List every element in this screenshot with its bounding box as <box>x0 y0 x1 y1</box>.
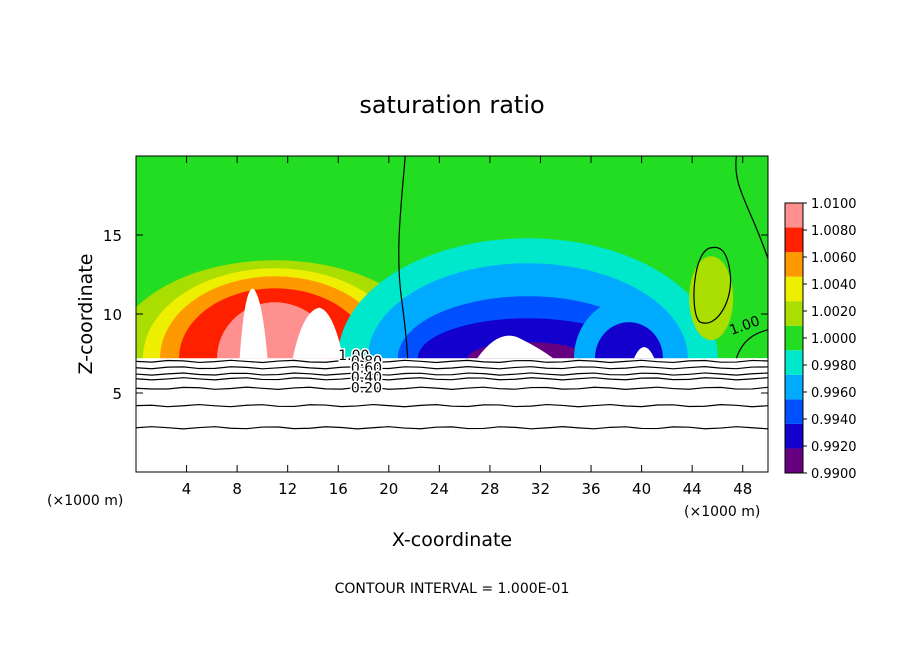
colorbar-swatch <box>785 374 803 400</box>
x-tick-label: 44 <box>683 480 702 498</box>
filled-field <box>136 156 768 472</box>
contour-label: 0.60 <box>351 361 382 377</box>
colorbar-tick-label: 0.9980 <box>811 359 857 374</box>
contour-line <box>135 386 769 390</box>
colorbar-swatch <box>785 350 803 375</box>
colorbar-tick-label: 1.0100 <box>811 197 857 212</box>
colorbar-tick-label: 0.9900 <box>811 467 857 482</box>
unfilled-region <box>477 335 554 359</box>
unfilled-region <box>634 347 655 359</box>
x-tick-label: 20 <box>379 480 398 498</box>
contour-line <box>135 377 769 381</box>
chart-title: saturation ratio <box>359 91 544 119</box>
contour-label: 0.40 <box>351 370 382 386</box>
contour-line <box>135 372 769 376</box>
colorbar-swatch <box>785 276 803 302</box>
z-axis-ticks: 5 10 15 <box>103 227 768 403</box>
colorbar-tick-label: 0.9960 <box>811 386 857 401</box>
contour-line-1.00 <box>735 329 769 359</box>
x-tick-label: 12 <box>278 480 297 498</box>
colorbar-swatch <box>785 203 803 228</box>
contour-label: 0.80 <box>351 354 382 370</box>
colorbar-tick-label: 1.0060 <box>811 251 857 266</box>
colorbar-swatch <box>785 227 803 253</box>
colorbar-tick-label: 1.0040 <box>811 278 857 293</box>
contour-line-1.00 <box>398 155 409 359</box>
plot-area: 1.000.800.600.400.201.00 <box>135 155 769 472</box>
z-tick-label: 10 <box>103 306 122 324</box>
x-axis-ticks: 4 8 12 16 20 24 28 32 36 40 44 48 <box>182 156 752 498</box>
x-tick-label: 8 <box>232 480 242 498</box>
x-tick-label: 24 <box>430 480 449 498</box>
contour-interval-note: CONTOUR INTERVAL = 1.000E-01 <box>335 581 570 597</box>
supersaturation-layer <box>689 256 734 341</box>
colorbar-swatch <box>785 325 803 351</box>
contour-line <box>135 366 769 370</box>
contour-line-1.00 <box>693 246 732 324</box>
contour-label: 0.20 <box>351 380 382 396</box>
z-axis-label: Z-coordinate <box>75 254 97 375</box>
x-tick-label: 32 <box>531 480 550 498</box>
x-axis-label: X-coordinate <box>392 529 512 551</box>
x-tick-label: 36 <box>581 480 600 498</box>
x-tick-label: 28 <box>480 480 499 498</box>
x-tick-label: 4 <box>182 480 192 498</box>
colorbar-swatch <box>785 423 803 449</box>
colorbar-swatch <box>785 252 803 277</box>
x-tick-label: 16 <box>329 480 348 498</box>
colorbar-tick-label: 0.9920 <box>811 440 857 455</box>
x-tick-label: 40 <box>632 480 651 498</box>
colorbar: 0.9900 0.9920 0.9940 0.9960 0.9980 1.0000 1.00… <box>784 197 857 482</box>
contour-line <box>135 403 769 408</box>
colorbar-swatch <box>785 301 803 326</box>
colorbar-swatch <box>785 448 803 473</box>
contour-line <box>135 426 769 430</box>
contour-label: 1.00 <box>338 348 369 364</box>
colorbar-tick-label: 0.9940 <box>811 413 857 428</box>
x-tick-label: 48 <box>733 480 752 498</box>
colorbar-swatch <box>785 399 803 424</box>
unfilled-region <box>292 307 344 359</box>
unfilled-region <box>239 288 268 359</box>
subsaturated-lower-region <box>136 358 768 472</box>
colorbar-tick-label: 1.0020 <box>811 305 857 320</box>
colorbar-tick-label: 1.0000 <box>811 332 857 347</box>
x-unit-left: (×1000 m) <box>47 493 123 509</box>
z-tick-label: 5 <box>112 385 122 403</box>
x-unit-right: (×1000 m) <box>684 504 760 520</box>
z-tick-label: 15 <box>103 227 122 245</box>
contour-line-1.00 <box>735 155 769 259</box>
colorbar-tick-label: 1.0080 <box>811 224 857 239</box>
contour-line <box>135 359 769 364</box>
